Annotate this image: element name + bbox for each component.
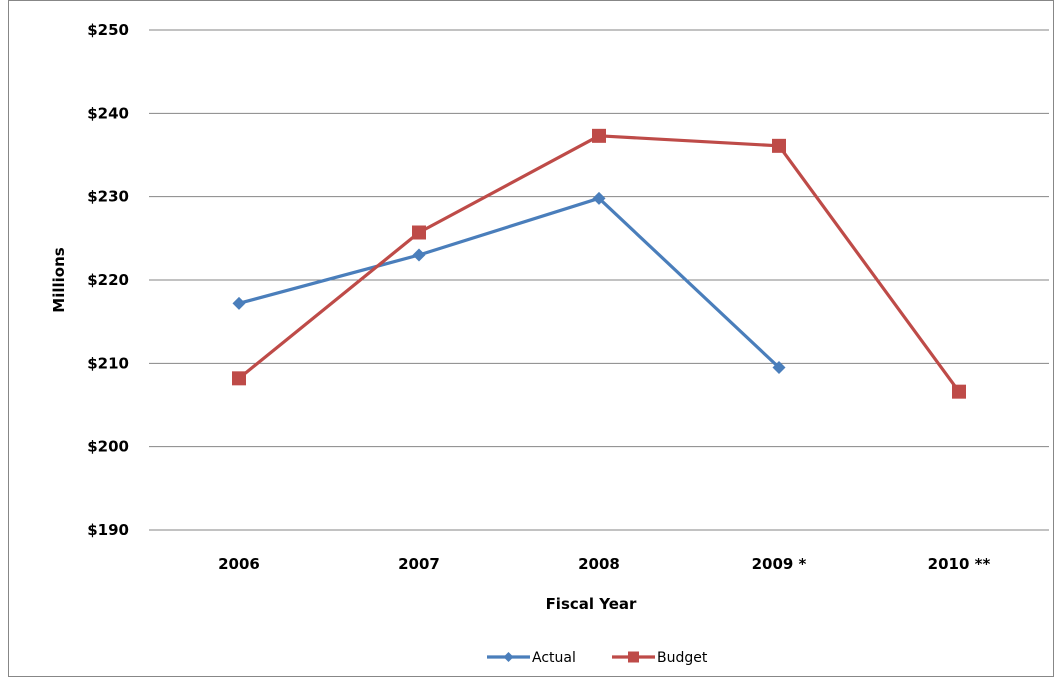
series-actual [232, 191, 786, 374]
x-tick-label: 2010 ** [928, 555, 991, 573]
series-line [237, 134, 961, 393]
data-point [952, 384, 966, 399]
y-tick-label: $210 [87, 354, 129, 372]
x-tick-label: 2008 [578, 555, 620, 573]
y-tick-label: $230 [87, 188, 129, 206]
data-point [412, 225, 426, 240]
y-axis-title: Millions [50, 247, 68, 312]
series-group [232, 128, 966, 399]
y-tick-label: $250 [87, 21, 129, 39]
data-point [772, 138, 786, 153]
x-tick-label: 2009 * [752, 555, 807, 573]
y-tick-label: $240 [87, 104, 129, 122]
x-tick-label: 2007 [398, 555, 440, 573]
legend-label: Actual [532, 650, 576, 666]
legend-swatch-marker [628, 651, 639, 663]
series-budget [232, 128, 966, 399]
data-point [592, 191, 606, 205]
data-point [232, 371, 246, 386]
legend-item-actual: Actual [487, 650, 576, 666]
legend-item-budget: Budget [612, 650, 708, 666]
y-axis-ticks: $190 $200 $210 $220 $230 $240 $250 [87, 21, 129, 539]
data-point [772, 361, 786, 374]
legend-swatch-marker [503, 652, 514, 662]
x-axis-ticks: 2006 2007 2008 2009 * 2010 ** [218, 555, 990, 573]
y-tick-label: $220 [87, 271, 129, 289]
series-line [238, 196, 781, 369]
line-chart: $190$200$210$220$230$240$250 2006 2007 200… [50, 21, 1049, 666]
data-point [232, 296, 246, 310]
legend-label: Budget [657, 650, 708, 666]
y-tick-label: $200 [87, 438, 129, 456]
x-axis-title: Fiscal Year [546, 595, 637, 613]
data-point [412, 248, 426, 262]
x-tick-label: 2006 [218, 555, 260, 573]
chart-frame: $190 $200 $210 $220 $230 $240 $250 2006 2007 200… [8, 0, 1054, 677]
legend: Actual Budget [487, 650, 708, 666]
gridlines [149, 29, 1049, 531]
data-point [592, 128, 606, 143]
y-tick-label: $190 [87, 521, 129, 539]
